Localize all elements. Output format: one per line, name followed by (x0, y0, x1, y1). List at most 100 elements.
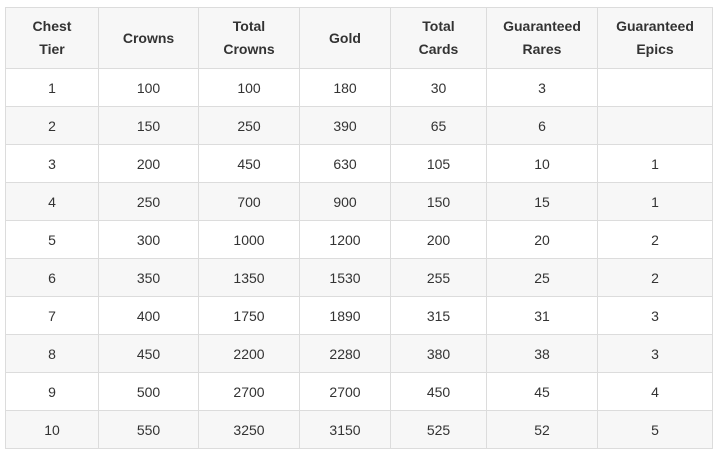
table-cell: 450 (390, 372, 487, 411)
table-cell: 1000 (198, 220, 300, 259)
table-body: 1 100 100 180 30 3 2 150 250 390 65 6 3 200 450 630 105 1… (5, 68, 713, 449)
table-cell: 525 (390, 410, 487, 449)
table-header-row: Chest Tier Crowns Total Crowns Gold Total Cards… (5, 7, 713, 69)
table-row: 6 350 1350 1530 255 25 2 (5, 258, 713, 297)
table-cell: 550 (98, 410, 199, 449)
column-header-label: Cards (418, 41, 459, 57)
table-cell: 250 (198, 106, 300, 145)
table-cell: 65 (390, 106, 487, 145)
table-cell: 2200 (198, 334, 300, 373)
table-cell: 450 (98, 334, 199, 373)
table-cell: 200 (390, 220, 487, 259)
chest-tier-table: Chest Tier Crowns Total Crowns Gold Total Cards… (5, 7, 713, 449)
column-header-label: Total (422, 18, 455, 34)
table-cell: 700 (198, 182, 300, 221)
table-cell: 2 (5, 106, 99, 145)
column-header: Chest Tier (5, 7, 99, 69)
table-cell (597, 68, 713, 107)
column-header-label: Guaranteed (616, 18, 694, 34)
table-cell: 9 (5, 372, 99, 411)
column-header-label: Crowns (122, 29, 175, 46)
column-header-label: Gold (329, 29, 361, 46)
table-cell: 45 (486, 372, 598, 411)
table-row: 9 500 2700 2700 450 45 4 (5, 372, 713, 411)
table-cell: 1890 (299, 296, 391, 335)
chest-table-container: Chest Tier Crowns Total Crowns Gold Total Cards… (5, 7, 713, 449)
column-header-label: Total (232, 18, 266, 34)
column-header: Total Cards (390, 7, 487, 69)
column-header-label: Crowns (223, 41, 275, 57)
table-cell: 2280 (299, 334, 391, 373)
table-cell: 450 (198, 144, 300, 183)
table-cell: 400 (98, 296, 199, 335)
table-cell: 10 (5, 410, 99, 449)
table-cell: 5 (5, 220, 99, 259)
table-row: 2 150 250 390 65 6 (5, 106, 713, 145)
table-cell: 105 (390, 144, 487, 183)
table-cell: 4 (5, 182, 99, 221)
table-cell: 3 (597, 334, 713, 373)
table-cell: 38 (486, 334, 598, 373)
table-cell: 1350 (198, 258, 300, 297)
table-cell: 255 (390, 258, 487, 297)
table-cell: 30 (390, 68, 487, 107)
table-cell: 1 (597, 144, 713, 183)
table-row: 7 400 1750 1890 315 31 3 (5, 296, 713, 335)
column-header-label: Rares (522, 41, 562, 57)
table-cell: 1200 (299, 220, 391, 259)
table-cell: 900 (299, 182, 391, 221)
table-cell: 2700 (198, 372, 300, 411)
table-cell: 380 (390, 334, 487, 373)
table-cell: 1 (597, 182, 713, 221)
table-cell: 3 (5, 144, 99, 183)
table-cell: 8 (5, 334, 99, 373)
table-cell: 180 (299, 68, 391, 107)
table-cell: 350 (98, 258, 199, 297)
table-cell: 3250 (198, 410, 300, 449)
table-row: 5 300 1000 1200 200 20 2 (5, 220, 713, 259)
column-header-label: Epics (636, 41, 674, 57)
table-cell: 100 (198, 68, 300, 107)
table-cell: 100 (98, 68, 199, 107)
table-cell: 150 (98, 106, 199, 145)
table-row: 3 200 450 630 105 10 1 (5, 144, 713, 183)
table-cell: 3 (597, 296, 713, 335)
column-header: Gold (299, 7, 391, 69)
table-cell: 6 (5, 258, 99, 297)
table-cell: 1750 (198, 296, 300, 335)
table-cell: 1530 (299, 258, 391, 297)
column-header-label: Tier (39, 41, 65, 57)
table-cell: 315 (390, 296, 487, 335)
table-cell: 3150 (299, 410, 391, 449)
table-cell: 6 (486, 106, 598, 145)
table-cell (597, 106, 713, 145)
column-header: Guaranteed Epics (597, 7, 713, 69)
table-cell: 15 (486, 182, 598, 221)
table-cell: 31 (486, 296, 598, 335)
table-cell: 300 (98, 220, 199, 259)
table-cell: 3 (486, 68, 598, 107)
table-cell: 1 (5, 68, 99, 107)
column-header-label: Guaranteed (503, 18, 581, 34)
table-cell: 390 (299, 106, 391, 145)
column-header: Crowns (98, 7, 199, 69)
table-row: 1 100 100 180 30 3 (5, 68, 713, 107)
table-cell: 2700 (299, 372, 391, 411)
table-cell: 7 (5, 296, 99, 335)
table-row: 10 550 3250 3150 525 52 5 (5, 410, 713, 449)
table-cell: 2 (597, 258, 713, 297)
table-cell: 52 (486, 410, 598, 449)
table-cell: 20 (486, 220, 598, 259)
table-cell: 630 (299, 144, 391, 183)
table-cell: 500 (98, 372, 199, 411)
table-cell: 25 (486, 258, 598, 297)
table-cell: 4 (597, 372, 713, 411)
table-cell: 200 (98, 144, 199, 183)
table-row: 4 250 700 900 150 15 1 (5, 182, 713, 221)
column-header-label: Chest (32, 18, 72, 34)
table-cell: 2 (597, 220, 713, 259)
table-row: 8 450 2200 2280 380 38 3 (5, 334, 713, 373)
table-cell: 5 (597, 410, 713, 449)
table-cell: 250 (98, 182, 199, 221)
column-header: Total Crowns (198, 7, 300, 69)
